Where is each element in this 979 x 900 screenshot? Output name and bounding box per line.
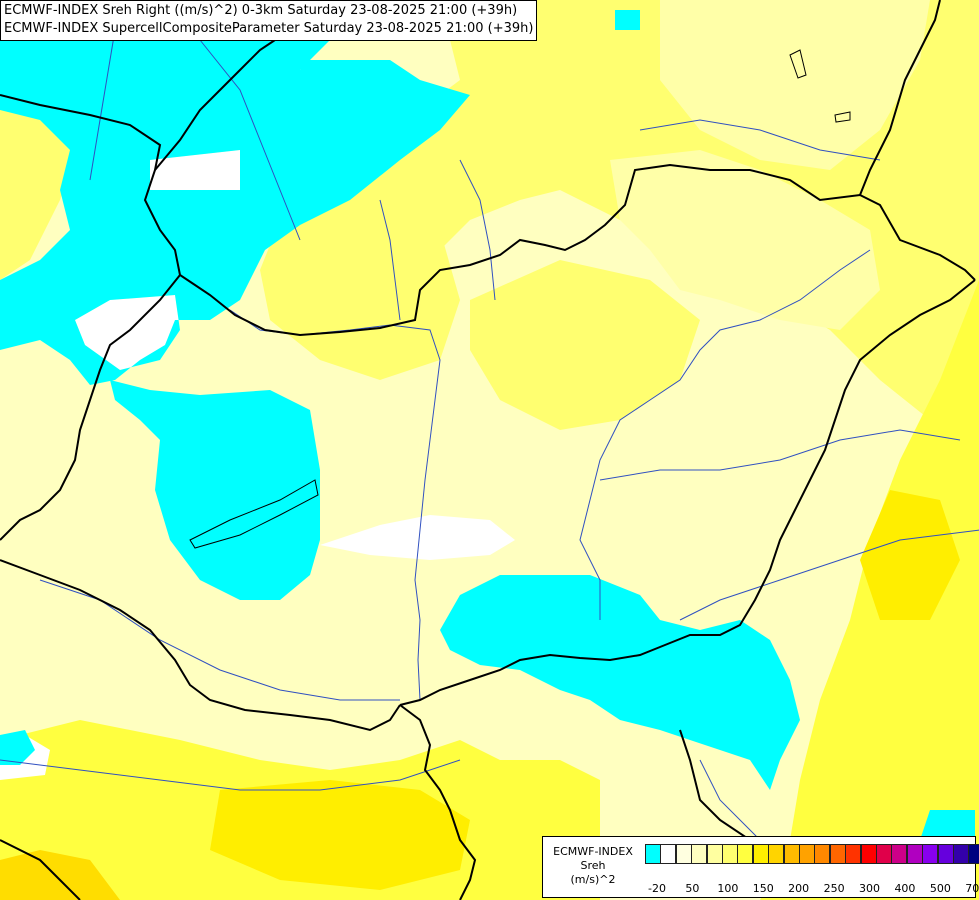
- legend-swatch: [953, 844, 969, 864]
- legend-swatch: [737, 844, 754, 864]
- river-north: [199, 39, 301, 241]
- river-tisza: [579, 249, 871, 620]
- yellow-region-west: [0, 100, 80, 280]
- legend-title: ECMWF-INDEX Sreh (m/s)^2: [545, 845, 641, 887]
- legend-swatch: [691, 844, 708, 864]
- cyan-area-top-right: [615, 10, 640, 30]
- yellow-region-center-right: [470, 260, 700, 430]
- legend-tick-label: 700: [965, 882, 979, 895]
- yellow-strong-south: [210, 780, 470, 890]
- white-area-north: [150, 150, 240, 190]
- pale-region-top: [660, 0, 930, 170]
- legend-swatch: [814, 844, 831, 864]
- legend-title-line1: ECMWF-INDEX: [553, 845, 633, 858]
- legend-swatch: [860, 844, 877, 864]
- legend-swatch: [768, 844, 785, 864]
- legend-swatch: [645, 844, 661, 864]
- white-area-center: [320, 515, 515, 560]
- legend-swatch: [660, 844, 677, 864]
- yellow-region-east: [760, 280, 979, 900]
- legend-swatch: [937, 844, 954, 864]
- legend-tick-label: 250: [823, 882, 845, 895]
- lake-balaton: [189, 479, 319, 549]
- border-far-southwest: [0, 839, 81, 900]
- legend-tick-label: 300: [859, 882, 881, 895]
- legend-tick-label: 100: [717, 882, 739, 895]
- border-southwest: [0, 559, 401, 732]
- color-legend: ECMWF-INDEX Sreh (m/s)^2 -20 50 100 150 200 2…: [542, 836, 979, 898]
- border-east: [399, 279, 976, 706]
- border-slovakia-west: [154, 29, 291, 171]
- river-sava: [0, 759, 461, 791]
- map-title-box: ECMWF-INDEX Sreh Right ((m/s)^2) 0-3km S…: [0, 0, 538, 41]
- river-northeast: [639, 119, 881, 161]
- legend-swatch: [968, 844, 979, 864]
- yellow-strong-southwest: [0, 850, 120, 900]
- legend-tick-label: 50: [685, 882, 700, 895]
- legend-title-line2: Sreh: [580, 859, 606, 872]
- legend-swatch: [706, 844, 723, 864]
- legend-tick-label: 200: [788, 882, 810, 895]
- legend-swatch: [752, 844, 769, 864]
- lake-small-north: [789, 49, 807, 79]
- cyan-area-south: [440, 575, 800, 790]
- legend-tick-label: 150: [752, 882, 774, 895]
- map-title-line2: ECMWF-INDEX SupercellCompositeParameter …: [4, 21, 534, 36]
- river-mures: [679, 529, 979, 621]
- yellow-strong-east: [860, 490, 960, 620]
- legend-title-line3: (m/s)^2: [570, 873, 616, 886]
- legend-swatch: [675, 844, 692, 864]
- lake-small-ne: [834, 111, 851, 123]
- legend-swatch: [799, 844, 815, 864]
- border-north: [0, 94, 976, 337]
- legend-swatch: [906, 844, 923, 864]
- border-west: [0, 274, 181, 541]
- legend-swatch: [891, 844, 908, 864]
- river-vah: [379, 199, 401, 321]
- cyan-area-west-center: [110, 380, 320, 600]
- legend-swatch: [845, 844, 862, 864]
- legend-swatch: [922, 844, 939, 864]
- cyan-area-far-west: [0, 730, 35, 765]
- legend-swatch: [829, 844, 846, 864]
- cyan-area-northwest: [0, 0, 470, 385]
- legend-tick-label: 400: [894, 882, 916, 895]
- legend-swatch: [783, 844, 800, 864]
- pale-region-center-north: [610, 150, 880, 330]
- legend-tick-label: -20: [648, 882, 666, 895]
- river-hron: [459, 159, 496, 301]
- river-east: [599, 429, 961, 481]
- legend-swatch: [876, 844, 892, 864]
- legend-swatch: [722, 844, 738, 864]
- map-title-line1: ECMWF-INDEX Sreh Right ((m/s)^2) 0-3km S…: [4, 3, 518, 18]
- border-north-east: [859, 0, 941, 196]
- legend-tick-label: 500: [929, 882, 951, 895]
- border-south: [399, 704, 477, 900]
